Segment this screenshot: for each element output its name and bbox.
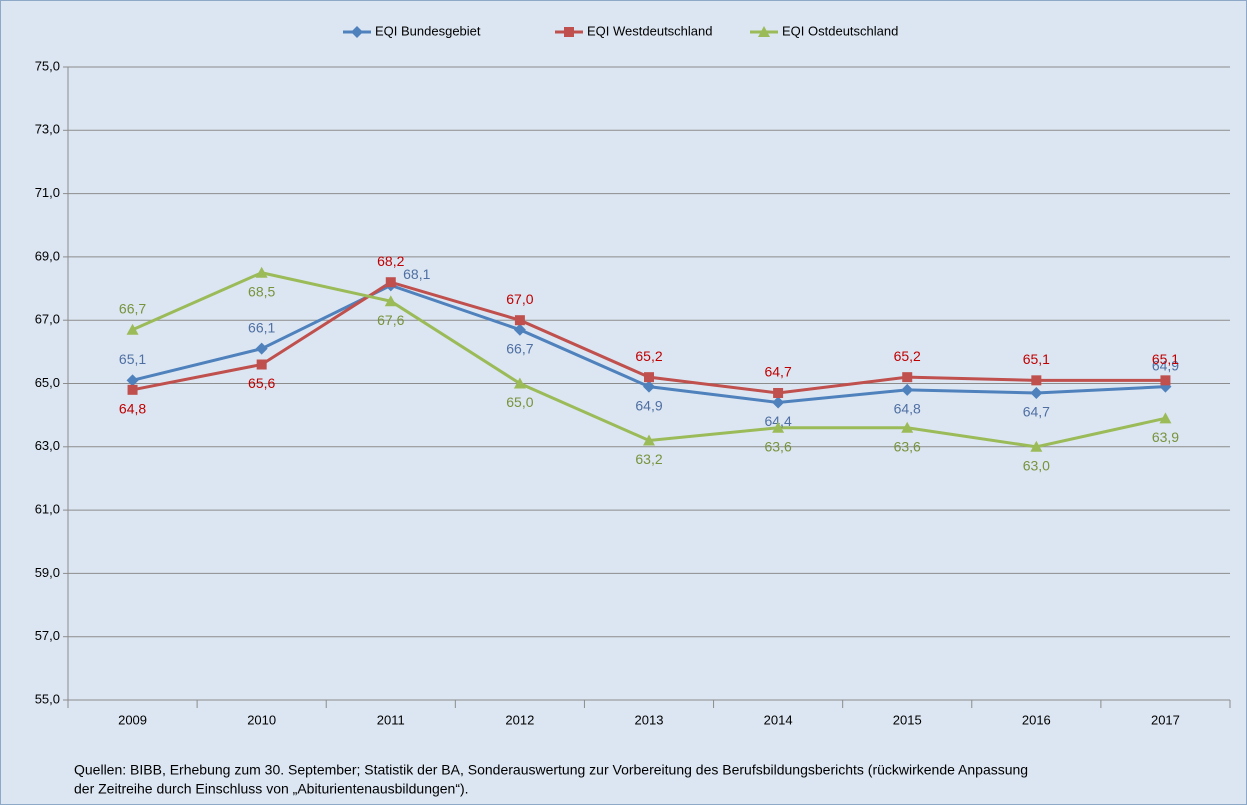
data-label: 67,0 <box>506 291 533 307</box>
marker <box>384 295 397 307</box>
legend-label: EQI Ostdeutschland <box>782 23 898 38</box>
x-tick-label: 2012 <box>505 712 534 727</box>
source-note: der Zeitreihe durch Einschluss von „Abit… <box>74 781 469 797</box>
y-tick-label: 67,0 <box>35 312 60 327</box>
x-tick-label: 2009 <box>118 712 147 727</box>
marker <box>351 26 363 38</box>
marker <box>1030 386 1043 399</box>
data-label: 64,4 <box>764 413 791 429</box>
marker <box>1030 440 1043 452</box>
y-tick-label: 65,0 <box>35 375 60 390</box>
legend-label: EQI Westdeutschland <box>587 23 713 38</box>
y-tick-label: 61,0 <box>35 502 60 517</box>
y-tick-label: 73,0 <box>35 122 60 137</box>
data-label: 65,2 <box>635 348 662 364</box>
data-label: 63,0 <box>1023 458 1050 474</box>
data-label: 68,1 <box>403 266 430 282</box>
y-tick-label: 63,0 <box>35 438 60 453</box>
marker <box>772 421 785 433</box>
marker <box>644 372 654 383</box>
x-tick-label: 2017 <box>1151 712 1180 727</box>
y-tick-label: 55,0 <box>35 691 60 706</box>
x-tick-label: 2014 <box>764 712 793 727</box>
data-label: 65,2 <box>894 348 921 364</box>
marker <box>255 266 268 278</box>
marker <box>126 374 139 387</box>
data-label: 63,2 <box>635 451 662 467</box>
y-tick-label: 71,0 <box>35 185 60 200</box>
data-label: 66,7 <box>506 340 533 356</box>
marker <box>255 342 268 355</box>
marker <box>256 359 267 370</box>
data-label: 64,7 <box>764 364 791 380</box>
data-label: 67,6 <box>377 312 404 328</box>
x-tick-label: 2016 <box>1022 712 1051 727</box>
marker <box>514 315 525 326</box>
marker <box>643 434 655 446</box>
data-label: 64,8 <box>894 401 921 417</box>
marker <box>126 323 139 335</box>
marker <box>901 421 914 433</box>
x-tick-label: 2015 <box>893 712 922 727</box>
data-label: 66,1 <box>248 319 275 335</box>
marker <box>1031 375 1042 386</box>
marker <box>758 26 770 37</box>
data-label: 66,7 <box>119 300 146 316</box>
marker <box>385 277 396 288</box>
x-tick-label: 2011 <box>377 712 405 727</box>
marker <box>513 323 526 336</box>
data-label: 63,9 <box>1152 429 1179 445</box>
x-tick-label: 2013 <box>635 712 664 727</box>
data-label: 65,0 <box>506 394 533 410</box>
data-label: 64,7 <box>1023 404 1050 420</box>
marker <box>901 383 914 396</box>
data-label: 64,9 <box>635 397 662 413</box>
marker <box>564 27 574 37</box>
legend-label: EQI Bundesgebiet <box>375 23 481 38</box>
marker <box>1159 412 1172 424</box>
data-label: 65,6 <box>248 375 275 391</box>
y-tick-label: 59,0 <box>35 565 60 580</box>
y-tick-label: 57,0 <box>35 628 60 643</box>
marker <box>127 384 138 395</box>
y-tick-label: 75,0 <box>35 58 60 73</box>
marker <box>643 380 655 393</box>
data-label: 65,1 <box>119 351 146 367</box>
y-tick-label: 69,0 <box>35 248 60 263</box>
data-label: 63,6 <box>764 439 791 455</box>
data-label: 64,8 <box>119 401 146 417</box>
marker <box>513 377 526 389</box>
data-label: 63,6 <box>894 439 921 455</box>
data-label: 68,5 <box>248 283 275 299</box>
data-label: 65,1 <box>1023 351 1050 367</box>
marker <box>1160 375 1171 386</box>
x-tick-label: 2010 <box>247 712 276 727</box>
data-label: 68,2 <box>377 253 404 269</box>
data-label: 65,1 <box>1152 351 1179 367</box>
marker <box>902 372 913 383</box>
data-label: 64,9 <box>1152 357 1179 373</box>
marker <box>772 396 785 409</box>
source-note: Quellen: BIBB, Erhebung zum 30. Septembe… <box>74 762 1028 778</box>
marker <box>773 387 784 398</box>
